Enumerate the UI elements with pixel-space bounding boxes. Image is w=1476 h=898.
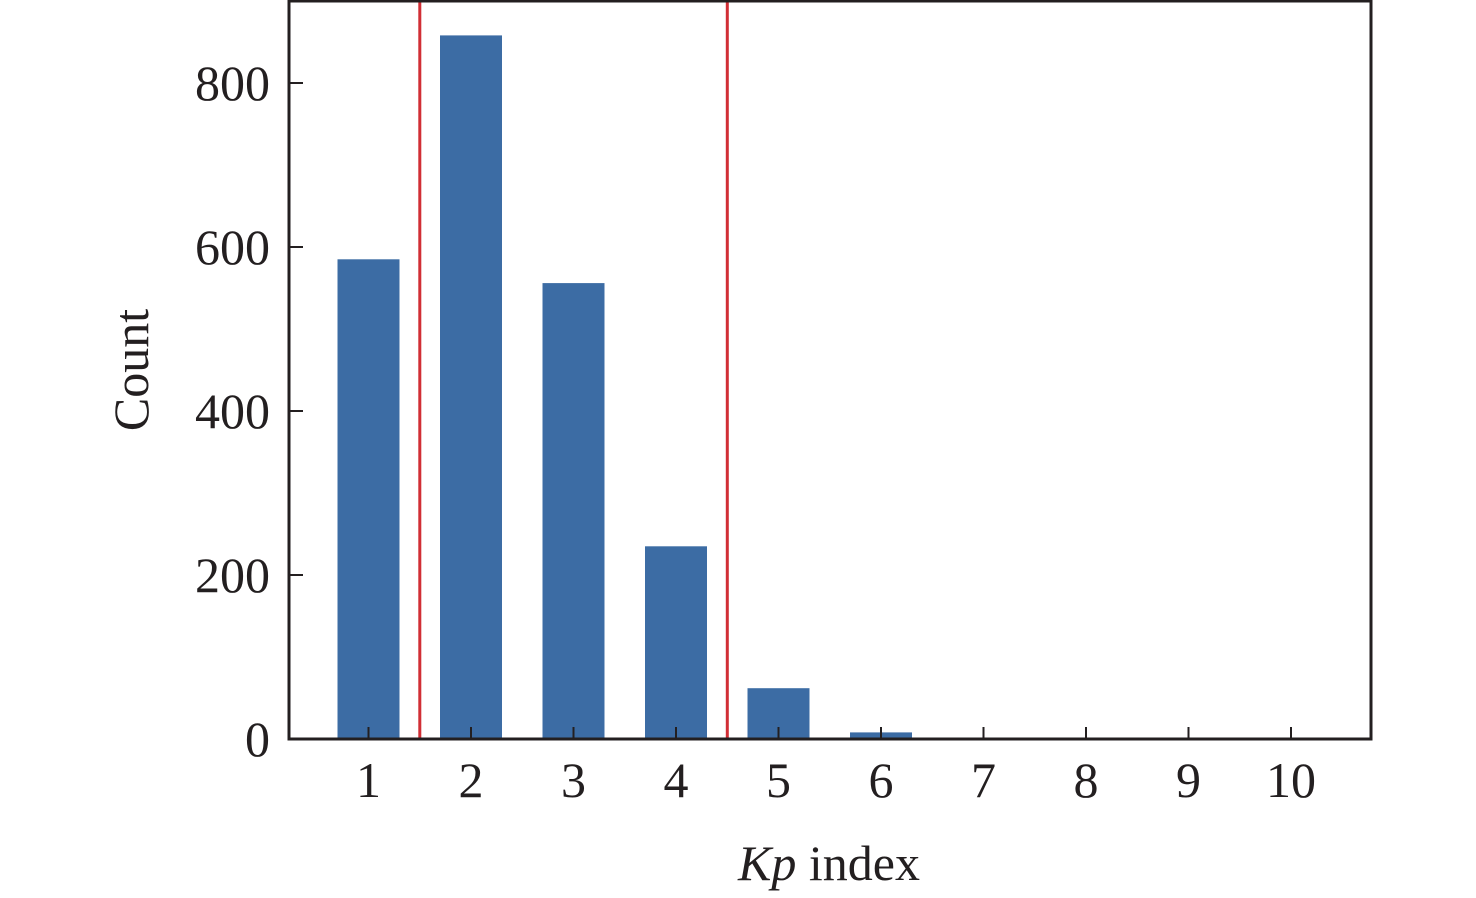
x-tick-label-10: 10 <box>1266 752 1316 808</box>
x-axis-title-italic: Kp <box>737 835 796 891</box>
y-ticks-layer: 0 200 400 600 800 <box>195 55 303 767</box>
x-tick-label-5: 5 <box>766 752 791 808</box>
reference-lines-layer <box>418 1 729 739</box>
bar-4 <box>645 546 707 739</box>
y-tick-label-600: 600 <box>195 219 270 275</box>
bar-3 <box>542 283 605 739</box>
y-tick-label-400: 400 <box>195 383 270 439</box>
y-axis-title: Count <box>103 309 159 431</box>
plot-frame <box>287 0 1373 741</box>
bar-2 <box>440 35 502 739</box>
x-tick-label-7: 7 <box>971 752 996 808</box>
y-tick-label-0: 0 <box>245 711 270 767</box>
x-tick-label-2: 2 <box>459 752 484 808</box>
x-tick-label-1: 1 <box>356 752 381 808</box>
x-ticks-layer: 1 2 3 4 5 6 7 8 9 10 <box>356 727 1316 808</box>
y-tick-label-200: 200 <box>195 547 270 603</box>
x-tick-label-9: 9 <box>1176 752 1201 808</box>
x-tick-label-8: 8 <box>1074 752 1099 808</box>
x-tick-label-6: 6 <box>869 752 894 808</box>
x-tick-label-3: 3 <box>561 752 586 808</box>
x-axis-title: Kp index <box>737 835 920 891</box>
bars-layer <box>337 35 1015 739</box>
x-tick-label-4: 4 <box>664 752 689 808</box>
bar-1 <box>337 259 400 739</box>
x-axis-title-rest: index <box>796 835 920 891</box>
y-tick-label-800: 800 <box>195 55 270 111</box>
